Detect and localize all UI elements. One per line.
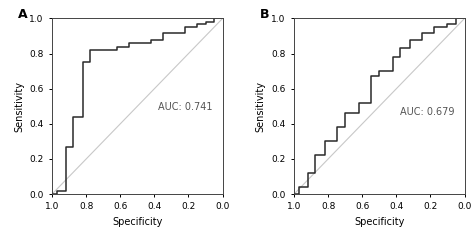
Y-axis label: Sensitivity: Sensitivity	[14, 81, 24, 132]
Text: AUC: 0.741: AUC: 0.741	[158, 102, 212, 112]
Text: B: B	[260, 8, 270, 21]
Y-axis label: Sensitivity: Sensitivity	[256, 81, 266, 132]
X-axis label: Specificity: Specificity	[354, 217, 404, 227]
Text: A: A	[18, 8, 27, 21]
X-axis label: Specificity: Specificity	[112, 217, 163, 227]
Text: AUC: 0.679: AUC: 0.679	[400, 107, 454, 117]
